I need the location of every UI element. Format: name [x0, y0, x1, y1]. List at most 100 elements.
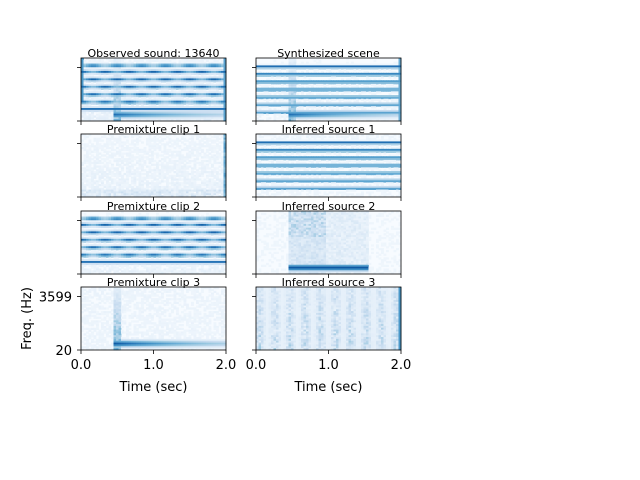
heatmap-cell	[146, 58, 149, 61]
heatmap-cell	[191, 174, 194, 178]
heatmap-cell	[106, 222, 109, 225]
heatmap-cell	[81, 294, 84, 297]
heatmap-cell	[148, 102, 152, 105]
heatmap-cell	[91, 158, 94, 161]
panel-title: Premixture clip 2	[107, 200, 200, 213]
heatmap-cell	[103, 272, 107, 275]
heatmap-cell	[126, 65, 129, 68]
heatmap-cell	[128, 223, 132, 227]
heatmap-cell	[161, 251, 164, 255]
heatmap-cell	[88, 191, 92, 194]
heatmap-cell	[171, 78, 174, 81]
heatmap-cell	[156, 229, 159, 232]
heatmap-cell	[93, 248, 97, 251]
heatmap-cell	[133, 58, 137, 61]
heatmap-cell	[121, 117, 124, 120]
heatmap-cell	[116, 214, 119, 217]
heatmap-cell	[93, 159, 97, 163]
heatmap-cell	[208, 82, 212, 85]
heatmap-cell	[156, 59, 159, 63]
heatmap-cell	[136, 261, 139, 264]
heatmap-cell	[198, 257, 202, 260]
heatmap-cell	[201, 244, 204, 247]
heatmap-cell	[178, 85, 182, 89]
heatmap-cell	[101, 238, 104, 242]
heatmap-cell	[143, 95, 147, 98]
heatmap-cell	[106, 187, 109, 190]
heatmap-cell	[161, 238, 164, 242]
heatmap-cell	[96, 223, 99, 227]
heatmap-cell	[193, 96, 197, 100]
heatmap-cell	[211, 238, 214, 242]
heatmap-cell	[173, 106, 177, 109]
heatmap-cell	[121, 80, 124, 83]
heatmap-cell	[156, 93, 159, 96]
heatmap-cell	[116, 193, 119, 196]
heatmap-cell	[108, 238, 112, 242]
heatmap-cell	[96, 182, 99, 185]
heatmap-cell	[81, 184, 84, 187]
heatmap-cell	[213, 154, 217, 157]
heatmap-cell	[136, 257, 139, 260]
heatmap-cell	[163, 150, 167, 153]
heatmap-cell	[146, 85, 149, 89]
heatmap-cell	[141, 240, 144, 243]
heatmap-cell	[168, 87, 172, 90]
heatmap-cell	[126, 171, 129, 174]
heatmap-cell	[183, 214, 187, 217]
heatmap-cell	[156, 178, 159, 181]
heatmap-cell	[191, 169, 194, 172]
heatmap-cell	[118, 113, 122, 116]
heatmap-cell	[168, 63, 172, 66]
heatmap-cell	[153, 246, 157, 249]
heatmap-cell	[116, 182, 119, 185]
heatmap-cell	[153, 225, 157, 229]
heatmap-cell	[91, 143, 94, 146]
heatmap-cell	[136, 161, 139, 165]
heatmap-cell	[153, 220, 157, 223]
heatmap-cell	[166, 218, 169, 221]
heatmap-cell	[173, 240, 177, 243]
heatmap-cell	[191, 100, 194, 103]
heatmap-cell	[218, 251, 222, 255]
heatmap-cell	[181, 233, 184, 236]
heatmap-cell	[83, 180, 87, 183]
heatmap-cell	[146, 259, 149, 262]
heatmap-cell	[81, 96, 84, 100]
heatmap-cell	[206, 233, 209, 236]
heatmap-cell	[126, 272, 129, 275]
heatmap-cell	[118, 96, 122, 100]
heatmap-cell	[121, 82, 124, 85]
heatmap-cell	[148, 150, 152, 153]
heatmap-cell	[201, 238, 204, 242]
heatmap-cell	[161, 161, 164, 165]
heatmap-cell	[81, 292, 84, 295]
heatmap-cell	[83, 185, 87, 189]
heatmap-cell	[136, 248, 139, 251]
heatmap-cell	[196, 143, 199, 146]
heatmap-cell	[151, 172, 154, 176]
heatmap-cell	[196, 102, 199, 105]
heatmap-cell	[131, 216, 134, 219]
heatmap-cell	[153, 100, 157, 103]
heatmap-cell	[111, 113, 114, 116]
heatmap-cell	[91, 272, 94, 275]
heatmap-cell	[91, 78, 94, 81]
heatmap-cell	[86, 327, 89, 331]
heatmap-cell	[98, 180, 102, 183]
heatmap-cell	[201, 187, 204, 190]
heatmap-cell	[146, 152, 149, 155]
heatmap-cell	[168, 236, 172, 240]
heatmap-cell	[213, 115, 217, 118]
heatmap-cell	[223, 87, 227, 90]
heatmap-cell	[98, 229, 102, 232]
heatmap-cell	[158, 74, 162, 77]
heatmap-cell	[113, 223, 117, 227]
heatmap-cell	[211, 117, 214, 120]
heatmap-cell	[96, 148, 99, 152]
heatmap-cell	[96, 80, 99, 83]
heatmap-cell	[186, 222, 189, 225]
heatmap-cell	[81, 82, 84, 85]
heatmap-cell	[83, 309, 87, 312]
